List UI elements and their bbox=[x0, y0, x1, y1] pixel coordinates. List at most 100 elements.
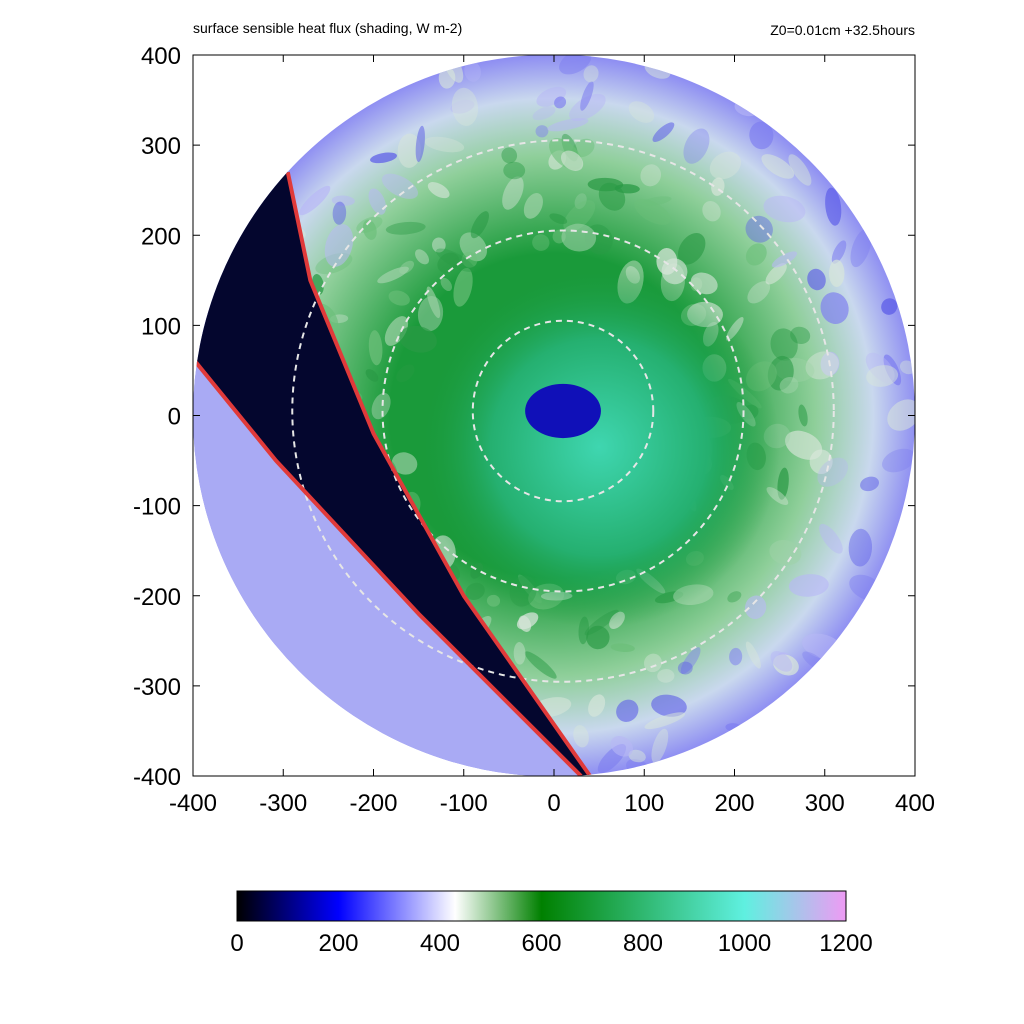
axis-ticks bbox=[192, 54, 916, 777]
x-tick-label: 300 bbox=[805, 790, 845, 817]
texture-patch bbox=[770, 651, 793, 672]
texture-patch bbox=[588, 694, 606, 717]
texture-patch bbox=[502, 176, 524, 210]
colorbar-tick-label: 200 bbox=[318, 930, 358, 957]
x-tick-label: -100 bbox=[440, 790, 488, 817]
texture-patch bbox=[610, 736, 634, 757]
texture-patch bbox=[432, 237, 446, 253]
texture-patch bbox=[569, 93, 606, 122]
eye-low-flux bbox=[525, 383, 601, 439]
texture-patch bbox=[883, 354, 902, 386]
texture-patch bbox=[324, 224, 354, 267]
texture-patch bbox=[798, 404, 808, 427]
texture-patch bbox=[640, 164, 662, 187]
texture-patch bbox=[677, 661, 693, 675]
texture-patch bbox=[749, 121, 774, 150]
texture-patch bbox=[461, 251, 478, 268]
y-tick-label: 200 bbox=[141, 223, 181, 250]
texture-patch bbox=[747, 281, 771, 304]
texture-patch bbox=[368, 188, 387, 215]
dashed-circle bbox=[471, 319, 655, 503]
low-flux-wedge bbox=[193, 54, 591, 776]
texture-patch bbox=[524, 651, 557, 679]
texture-patch bbox=[628, 101, 655, 123]
texture-patch bbox=[702, 200, 721, 222]
texture-patch bbox=[397, 133, 422, 168]
colorbar-tick-label: 600 bbox=[521, 930, 561, 957]
texture-patch bbox=[391, 452, 418, 475]
texture-patch bbox=[513, 642, 526, 665]
texture-patch bbox=[573, 725, 589, 748]
texture-patch bbox=[744, 595, 767, 620]
texture-patch bbox=[486, 594, 501, 607]
texture-patch bbox=[388, 290, 410, 306]
texture-patch bbox=[680, 647, 701, 674]
texture-patch bbox=[459, 232, 487, 262]
texture-patch bbox=[850, 228, 872, 268]
y-tick-label: -200 bbox=[133, 584, 181, 611]
texture-patch bbox=[807, 268, 826, 291]
texture-patch bbox=[470, 211, 489, 239]
texture-patch bbox=[779, 376, 799, 394]
dashed-radius-circles bbox=[291, 139, 835, 683]
texture-patch bbox=[643, 653, 662, 673]
texture-patch bbox=[765, 263, 787, 285]
texture-patch bbox=[464, 61, 481, 82]
texture-patch bbox=[745, 243, 767, 266]
texture-patch bbox=[820, 292, 849, 325]
front-lines bbox=[193, 171, 592, 777]
texture-patch bbox=[415, 125, 425, 163]
texture-patch bbox=[583, 65, 599, 83]
texture-patch bbox=[560, 150, 584, 171]
texture-patch bbox=[771, 251, 798, 268]
texture-patch bbox=[848, 528, 873, 567]
texture-patch bbox=[677, 233, 706, 265]
texture-patch bbox=[518, 615, 532, 632]
texture-patch bbox=[396, 364, 415, 383]
texture-patch bbox=[770, 328, 798, 361]
texture-patch bbox=[453, 267, 473, 307]
y-tick-labels: -400 -300 -200 -100 0 100 200 300 400 bbox=[133, 43, 181, 791]
texture-patch bbox=[657, 669, 675, 683]
texture-patch bbox=[574, 193, 587, 210]
texture-patch bbox=[866, 365, 899, 387]
texture-patch bbox=[860, 476, 879, 492]
texture-patch bbox=[532, 234, 550, 251]
dashed-circle bbox=[291, 139, 835, 683]
x-tick-label: 0 bbox=[547, 790, 560, 817]
colorbar-tick-label: 800 bbox=[623, 930, 663, 957]
texture-patch bbox=[785, 430, 823, 460]
texture-patch bbox=[614, 184, 640, 194]
texture-patch bbox=[882, 448, 915, 473]
colorbar: 0 200 400 600 800 1000 1200 bbox=[230, 890, 873, 957]
texture-patch bbox=[831, 240, 847, 264]
y-tick-label: -100 bbox=[133, 494, 181, 521]
texture-patch bbox=[788, 154, 812, 186]
y-tick-label: -400 bbox=[133, 764, 181, 791]
texture-patch bbox=[769, 540, 802, 566]
texture-patch bbox=[651, 728, 669, 763]
y-tick-label: 0 bbox=[168, 404, 181, 431]
texture-patch bbox=[547, 118, 589, 132]
dashed-circle bbox=[381, 229, 745, 593]
texture-patch bbox=[610, 643, 635, 653]
texture-patch bbox=[415, 249, 430, 265]
texture-patch bbox=[777, 467, 789, 500]
texture-patch bbox=[652, 122, 675, 142]
texture-patch bbox=[399, 325, 437, 353]
y-tick-label: 300 bbox=[141, 133, 181, 160]
texture-patch bbox=[523, 192, 543, 219]
texture-patch bbox=[563, 200, 596, 232]
colorbar-tick-label: 1000 bbox=[718, 930, 771, 957]
texture-patch bbox=[368, 330, 383, 366]
run-label: Z0=0.01cm +32.5hours bbox=[770, 22, 915, 38]
texture-patch bbox=[440, 277, 453, 292]
texture-patch bbox=[616, 699, 639, 722]
texture-patch bbox=[559, 54, 592, 75]
texture-patch bbox=[690, 272, 718, 295]
texture-patch bbox=[580, 81, 594, 111]
texture-patch bbox=[634, 198, 671, 225]
y-tick-label: 100 bbox=[141, 313, 181, 340]
